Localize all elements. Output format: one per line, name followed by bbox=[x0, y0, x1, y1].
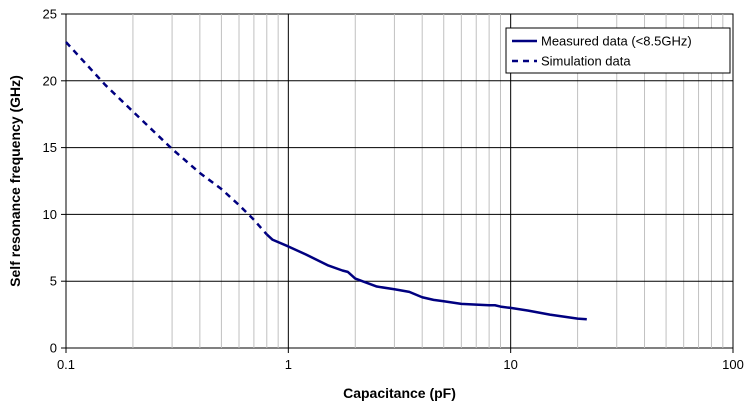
x-axis-title: Capacitance (pF) bbox=[343, 385, 456, 401]
x-axis: 0.1 1 10 100 bbox=[57, 348, 744, 372]
legend-label-measured: Measured data (<8.5GHz) bbox=[541, 34, 692, 49]
y-tick-label: 0 bbox=[50, 341, 57, 356]
x-tick-label: 10 bbox=[503, 357, 517, 372]
y-axis: 0 5 10 15 20 25 bbox=[43, 7, 66, 356]
measured-data-line bbox=[265, 233, 587, 321]
y-tick-label: 10 bbox=[43, 207, 57, 222]
legend: Measured data (<8.5GHz) Simulation data bbox=[505, 27, 731, 74]
series-layer bbox=[65, 41, 587, 321]
legend-label-simulation: Simulation data bbox=[541, 54, 631, 69]
y-tick-label: 5 bbox=[50, 274, 57, 289]
y-tick-label: 20 bbox=[43, 73, 57, 88]
x-tick-label: 0.1 bbox=[57, 357, 75, 372]
legend-box bbox=[505, 27, 731, 74]
simulation-data-line bbox=[65, 41, 268, 236]
x-tick-label: 100 bbox=[722, 357, 744, 372]
x-tick-label: 1 bbox=[285, 357, 292, 372]
y-tick-label: 15 bbox=[43, 140, 57, 155]
y-tick-label: 25 bbox=[43, 7, 57, 22]
y-axis-title: Self resonance frequency (GHz) bbox=[7, 75, 23, 287]
